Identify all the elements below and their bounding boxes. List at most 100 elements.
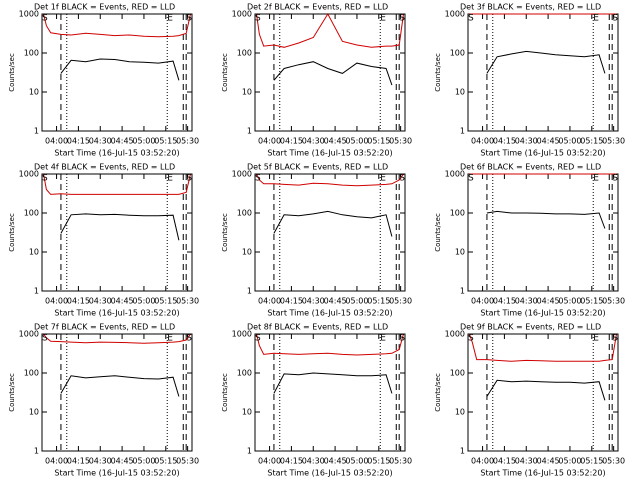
y-tick-label: 10 [455,408,465,417]
panel: Det 2f BLACK = Events, RED = LLD Start Ti… [221,3,412,158]
chart-title: Det 1f BLACK = Events, RED = LLD [34,3,175,12]
y-tick-label: 1000 [232,170,252,179]
x-tick-label: 04:15 [493,297,516,306]
x-tick-label: 04:15 [280,297,303,306]
chart-title: Det 6f BLACK = Events, RED = LLD [460,163,601,172]
x-tick-label: 04:00 [471,457,494,466]
x-tick-label: 05:15 [154,457,177,466]
x-tick-label: 04:00 [258,457,281,466]
x-tick-label: 04:15 [280,457,303,466]
marker-label: S [42,174,48,184]
panel: Det 5f BLACK = Events, RED = LLD Start Ti… [221,163,412,318]
x-tick-label: 05:30 [602,297,625,306]
x-tick-label: 05:30 [389,137,412,146]
y-tick-label: 1 [460,447,465,456]
y-tick-label: 10 [242,88,252,97]
x-axis-label: Start Time (16-Jul-15 03:52:20) [267,469,392,478]
marker-label: S [186,334,192,344]
plot-frame [254,173,406,292]
panel: Det 1f BLACK = Events, RED = LLD Start Ti… [8,3,199,158]
y-tick-label: 100 [24,369,39,378]
x-axis-label: Start Time (16-Jul-15 03:52:20) [480,149,605,158]
marker-label: S [186,14,192,24]
y-tick-label: 100 [237,49,252,58]
x-tick-label: 04:00 [45,457,68,466]
marker-label: S [42,14,48,24]
x-tick-label: 04:30 [515,297,538,306]
x-axis-label: Start Time (16-Jul-15 03:52:20) [54,149,179,158]
x-tick-label: 05:30 [602,137,625,146]
x-tick-label: 04:45 [537,457,560,466]
y-tick-label: 1 [460,287,465,296]
y-tick-label: 1000 [445,330,465,339]
x-tick-label: 04:30 [302,297,325,306]
x-axis-label: Start Time (16-Jul-15 03:52:20) [54,309,179,318]
x-tick-label: 05:15 [367,297,390,306]
series-line [256,173,404,187]
y-tick-label: 100 [24,49,39,58]
x-tick-label: 04:15 [493,137,516,146]
y-axis-label: Counts/sec [434,53,442,92]
x-tick-label: 05:00 [558,457,581,466]
x-tick-label: 04:45 [111,297,134,306]
x-tick-label: 04:00 [471,297,494,306]
plot-frame [467,13,619,132]
plot-frame [41,173,193,292]
y-tick-label: 1 [34,127,39,136]
y-tick-label: 1000 [445,10,465,19]
x-tick-label: 05:15 [367,457,390,466]
plot-frame [467,173,619,292]
y-axis-label: Counts/sec [434,373,442,412]
y-axis-label: Counts/sec [8,373,16,412]
marker-label: S [255,334,261,344]
y-tick-label: 1000 [19,170,39,179]
x-axis-label: Start Time (16-Jul-15 03:52:20) [54,469,179,478]
marker-label: E [593,174,599,184]
y-tick-label: 1000 [445,170,465,179]
marker-label: S [42,334,48,344]
chart-title: Det 8f BLACK = Events, RED = LLD [247,323,388,332]
y-tick-label: 1 [34,447,39,456]
x-tick-label: 04:45 [111,137,134,146]
panel: Det 8f BLACK = Events, RED = LLD Start Ti… [221,323,412,478]
y-tick-label: 10 [455,88,465,97]
x-tick-label: 05:00 [345,297,368,306]
x-tick-label: 04:00 [258,297,281,306]
y-tick-label: 1000 [232,10,252,19]
y-axis-label: Counts/sec [8,213,16,252]
x-tick-label: 05:15 [154,297,177,306]
x-tick-label: 04:15 [493,457,516,466]
x-tick-label: 05:15 [580,297,603,306]
y-tick-label: 10 [455,248,465,257]
chart-title: Det 4f BLACK = Events, RED = LLD [34,163,175,172]
y-tick-label: 1 [247,447,252,456]
y-tick-label: 100 [450,209,465,218]
y-tick-label: 1 [247,287,252,296]
marker-label: E [167,174,173,184]
chart-title: Det 2f BLACK = Events, RED = LLD [247,3,388,12]
x-tick-label: 04:00 [258,137,281,146]
x-tick-label: 05:30 [389,457,412,466]
series-line [486,379,606,401]
y-axis-label: Counts/sec [8,53,16,92]
series-line [273,372,393,394]
y-tick-label: 100 [237,369,252,378]
series-line [486,50,606,74]
marker-label: E [167,14,173,24]
series-line [43,333,191,344]
x-tick-label: 05:30 [176,297,199,306]
marker-label: S [186,174,192,184]
y-tick-label: 100 [237,209,252,218]
chart-title: Det 7f BLACK = Events, RED = LLD [34,323,175,332]
x-tick-label: 04:45 [111,457,134,466]
x-tick-label: 04:00 [471,137,494,146]
plot-frame [41,13,193,132]
x-tick-label: 04:15 [67,297,90,306]
series-line [273,210,393,237]
panel: Det 7f BLACK = Events, RED = LLD Start Ti… [8,323,199,478]
y-tick-label: 1000 [19,10,39,19]
x-axis-label: Start Time (16-Jul-15 03:52:20) [480,309,605,318]
x-tick-label: 05:30 [176,137,199,146]
x-tick-label: 05:00 [132,457,155,466]
x-tick-label: 04:30 [89,297,112,306]
